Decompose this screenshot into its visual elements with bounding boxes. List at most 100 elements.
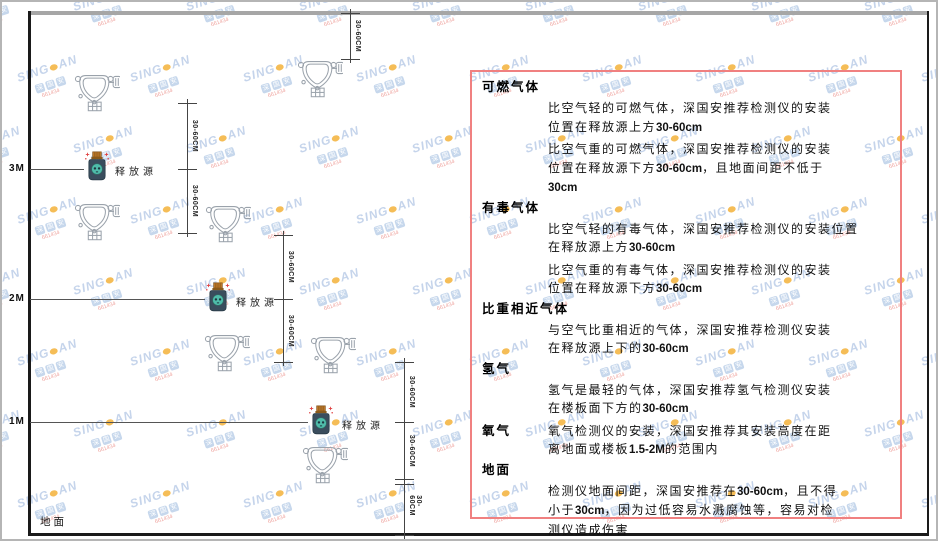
release-source (308, 405, 334, 441)
dimension-value-label: 30-60CM (287, 314, 294, 347)
paragraph-line: 氢气是最轻的气体，深国安推荐氢气检测仪安装 (548, 382, 832, 397)
dimension-line (350, 9, 351, 63)
section-heading: 比重相近气体 (482, 301, 570, 316)
ground-line (28, 533, 929, 536)
gas-detector (203, 201, 253, 248)
dimension-tick (341, 13, 360, 14)
gas-detector (72, 199, 122, 246)
height-mark-label: 1M (9, 416, 25, 427)
height-leader-line (30, 422, 308, 423)
release-source (84, 151, 110, 187)
dimension-value-label: 30-60CM (354, 19, 361, 53)
paragraph-line: 在释放源上方30-60cm (548, 240, 676, 254)
dimension-tick (274, 235, 293, 236)
paragraph-line: 位置在释放源下方30-60cm，且地面间距不低于 (548, 160, 824, 175)
height-leader-line (30, 299, 205, 300)
gas-detector-icon (74, 204, 122, 241)
dimension-tick (274, 362, 293, 363)
section-heading: 氧气 (482, 423, 512, 438)
section-paragraph: 比空气重的可燃气体，深国安推荐检测仪的安装 位置在释放源下方30-60cm，且地面… (548, 140, 888, 198)
dimension-line (404, 358, 405, 539)
release-source (205, 282, 231, 318)
dimension-tick (395, 422, 414, 423)
dimension-value-label: 30-60CM (408, 434, 415, 467)
section-paragraph: 比空气重的有毒气体，深国安推荐检测仪的安装 位置在释放源下方30-60cm (548, 261, 888, 299)
dimension-tick (395, 535, 414, 536)
paragraph-line: 小于30cm，因为过低容易水溅腐蚀等，容易对检 (548, 503, 834, 517)
paragraph-line: 测仪造成伤害 (548, 522, 630, 537)
gas-detector (202, 330, 252, 377)
section-paragraph: 比空气轻的有毒气体，深国安推荐检测仪的安装位置 在释放源上方30-60cm (548, 220, 888, 258)
gas-detector-icon (205, 206, 253, 243)
gas-detector (300, 442, 350, 489)
section-heading: 地面 (482, 462, 512, 477)
paragraph-line: 离地面或楼板1.5-2M的范围内 (548, 442, 719, 456)
paragraph-line: 比空气重的有毒气体，深国安推荐检测仪的安装 (548, 262, 832, 277)
gas-detector (72, 70, 122, 117)
paragraph-line: 位置在释放源上方30-60cm (548, 119, 703, 134)
paragraph-line: 与空气比重相近的气体，深国安推荐检测仪安装 (548, 322, 832, 337)
paragraph-line: 在楼板面下方的30-60cm (548, 401, 689, 415)
height-mark-label: 3M (9, 163, 25, 174)
guideline-section: 地面检测仪地面间距，深国安推荐在30-60cm，且不得 小于30cm，因为过低容易… (482, 461, 888, 540)
section-paragraph: 比空气轻的可燃气体，深国安推荐检测仪的安装 位置在释放源上方30-60cm (548, 99, 888, 137)
release-source-icon (85, 151, 109, 181)
section-paragraph: 氢气是最轻的气体，深国安推荐氢气检测仪安装 在楼板面下方的30-60cm (548, 381, 888, 419)
gas-detector-icon (297, 61, 345, 98)
paragraph-line: 氧气检测仪的安装，深国安推荐其安装高度在距 (548, 423, 832, 438)
dimension-value-label: 30-60CM (191, 184, 198, 218)
section-paragraph: 与空气比重相近的气体，深国安推荐检测仪安装 在释放源上下的30-60cm (548, 321, 888, 359)
section-heading: 氢气 (482, 361, 512, 376)
paragraph-line: 比空气重的可燃气体，深国安推荐检测仪的安装 (548, 142, 832, 156)
dimension-line (187, 99, 188, 237)
ground-label: 地面 (40, 517, 67, 528)
release-source-label: 释放源 (342, 421, 384, 432)
dimension-tick (341, 59, 360, 60)
release-source-label: 释放源 (236, 298, 278, 309)
section-heading: 可燃气体 (482, 80, 541, 94)
dimension-tick (178, 233, 197, 234)
height-leader-line (30, 169, 84, 170)
release-source-icon (309, 405, 333, 435)
dimension-tick (395, 479, 414, 480)
paragraph-line: 位置在释放源下方30-60cm (548, 281, 703, 295)
height-mark-label: 2M (9, 293, 25, 304)
guideline-panel: 可燃气体 比空气轻的可燃气体，深国安推荐检测仪的安装 位置在释放源上方30-60cm… (470, 70, 902, 537)
guideline-section: 氧气 氧气检测仪的安装，深国安推荐其安装高度在距 离地面或楼板1.5-2M的范围内 (482, 422, 888, 460)
gas-detector (308, 332, 358, 379)
gas-detector-icon (74, 75, 122, 112)
right-wall-line (927, 11, 929, 535)
dimension-tick (178, 103, 197, 104)
dimension-value-label: 30-60CM (191, 119, 198, 153)
ceiling-line (30, 11, 927, 15)
dimension-tick (178, 169, 197, 170)
dimension-tick (395, 362, 414, 363)
paragraph-line: 30cm (548, 182, 578, 194)
section-paragraph: 检测仪地面间距，深国安推荐在30-60cm，且不得 小于30cm，因为过低容易水溅… (548, 482, 888, 540)
release-source-label: 释放源 (115, 167, 157, 178)
left-wall-line (28, 11, 31, 535)
gas-detector-icon (310, 337, 358, 374)
dimension-value-label: 30-60CM (287, 250, 294, 284)
dimension-tick (395, 484, 414, 485)
paragraph-line: 在释放源上下的30-60cm (548, 341, 689, 355)
guideline-section: 有毒气体 比空气轻的有毒气体，深国安推荐检测仪的安装位置 在释放源上方30-60cm… (482, 199, 888, 299)
gas-detector (295, 56, 345, 103)
gas-detector-icon (204, 335, 252, 372)
dimension-value-label: 30-60CM (408, 494, 422, 516)
guideline-section: 氢气氢气是最轻的气体，深国安推荐氢气检测仪安装 在楼板面下方的30-60cm (482, 360, 888, 419)
paragraph-line: 检测仪地面间距，深国安推荐在30-60cm，且不得 (548, 483, 838, 498)
dimension-value-label: 30-60CM (408, 375, 415, 409)
guideline-section: 比重相近气体与空气比重相近的气体，深国安推荐检测仪安装 在释放源上下的30-60c… (482, 300, 888, 359)
paragraph-line: 比空气轻的可燃气体，深国安推荐检测仪的安装 (548, 101, 832, 115)
section-paragraph: 氧气检测仪的安装，深国安推荐其安装高度在距 离地面或楼板1.5-2M的范围内 (548, 422, 888, 460)
paragraph-line: 比空气轻的有毒气体，深国安推荐检测仪的安装位置 (548, 221, 859, 236)
release-source-icon (206, 282, 230, 312)
dimension-tick (274, 299, 293, 300)
dimension-line (283, 231, 284, 366)
section-heading: 有毒气体 (482, 200, 541, 215)
gas-detector-icon (302, 447, 350, 484)
guideline-section: 可燃气体 比空气轻的可燃气体，深国安推荐检测仪的安装 位置在释放源上方30-60cm… (482, 78, 888, 198)
